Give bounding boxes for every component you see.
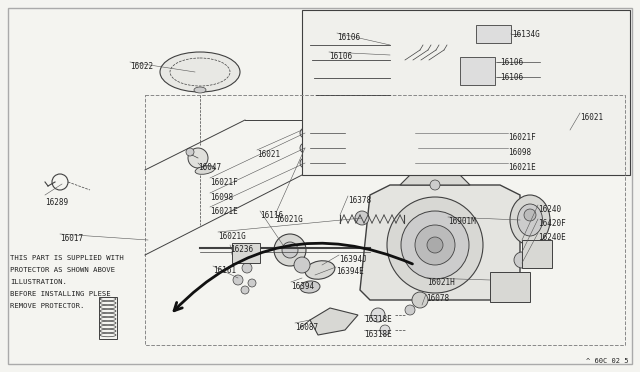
Bar xyxy=(460,57,495,85)
Text: 16901M: 16901M xyxy=(448,217,476,226)
Circle shape xyxy=(248,279,256,287)
Circle shape xyxy=(294,257,310,273)
Text: PROTECTOR AS SHOWN ABOVE: PROTECTOR AS SHOWN ABOVE xyxy=(10,267,115,273)
Text: 16078: 16078 xyxy=(426,294,449,303)
Text: 16017: 16017 xyxy=(60,234,83,243)
Bar xyxy=(476,25,511,43)
Text: 16021F: 16021F xyxy=(508,133,536,142)
Circle shape xyxy=(300,128,310,138)
Text: 16106: 16106 xyxy=(337,33,360,42)
Ellipse shape xyxy=(425,67,435,83)
Circle shape xyxy=(387,197,483,293)
Circle shape xyxy=(524,209,536,221)
Circle shape xyxy=(249,253,259,263)
Text: 16161: 16161 xyxy=(213,266,236,275)
Circle shape xyxy=(427,237,443,253)
Ellipse shape xyxy=(518,204,543,236)
Circle shape xyxy=(390,158,400,168)
Circle shape xyxy=(390,128,400,138)
Text: 16021G: 16021G xyxy=(218,232,246,241)
Circle shape xyxy=(430,180,440,190)
Text: 16236: 16236 xyxy=(230,245,253,254)
Ellipse shape xyxy=(388,57,402,73)
Text: 16394J: 16394J xyxy=(339,255,367,264)
Text: 16318E: 16318E xyxy=(364,330,392,339)
Ellipse shape xyxy=(510,195,550,245)
Text: 16106: 16106 xyxy=(329,52,352,61)
Polygon shape xyxy=(400,175,470,185)
Text: ^ 60C 02 5: ^ 60C 02 5 xyxy=(586,358,628,364)
Circle shape xyxy=(188,148,208,168)
Ellipse shape xyxy=(305,261,335,279)
Text: 16021: 16021 xyxy=(580,113,603,122)
Text: 16047: 16047 xyxy=(198,163,221,172)
Circle shape xyxy=(186,148,194,156)
Circle shape xyxy=(300,143,310,153)
Text: 16087: 16087 xyxy=(295,323,318,332)
Text: 16021E: 16021E xyxy=(508,163,536,172)
Text: 16022: 16022 xyxy=(130,62,153,71)
Circle shape xyxy=(371,308,385,322)
Polygon shape xyxy=(310,308,358,335)
Bar xyxy=(302,10,630,175)
Circle shape xyxy=(514,252,530,268)
Text: 16134G: 16134G xyxy=(512,30,540,39)
Text: 16378: 16378 xyxy=(348,196,371,205)
Circle shape xyxy=(520,26,536,42)
Bar xyxy=(490,272,530,302)
Text: 16240: 16240 xyxy=(538,205,561,214)
Circle shape xyxy=(233,275,243,285)
Text: 16098: 16098 xyxy=(508,148,531,157)
Ellipse shape xyxy=(160,52,240,92)
Text: 16106: 16106 xyxy=(500,58,523,67)
Circle shape xyxy=(415,225,455,265)
Text: ILLUSTRATION.: ILLUSTRATION. xyxy=(10,279,67,285)
Ellipse shape xyxy=(400,65,420,94)
Circle shape xyxy=(232,247,244,259)
Circle shape xyxy=(300,158,310,168)
Circle shape xyxy=(274,234,306,266)
Circle shape xyxy=(412,292,428,308)
Text: 16394: 16394 xyxy=(291,282,314,291)
Text: BEFORE INSTALLING PLESE: BEFORE INSTALLING PLESE xyxy=(10,291,111,297)
Text: 16098: 16098 xyxy=(210,193,233,202)
Text: 16021F: 16021F xyxy=(210,178,237,187)
Ellipse shape xyxy=(300,281,320,293)
Circle shape xyxy=(282,242,298,258)
Circle shape xyxy=(502,276,514,288)
Text: 16116: 16116 xyxy=(260,211,283,220)
Text: 16021H: 16021H xyxy=(427,278,455,287)
Text: REMOVE PROTECTOR.: REMOVE PROTECTOR. xyxy=(10,303,84,309)
Bar xyxy=(99,297,117,339)
Text: THIS PART IS SUPPLIED WITH: THIS PART IS SUPPLIED WITH xyxy=(10,255,124,261)
Ellipse shape xyxy=(195,166,215,174)
Bar xyxy=(145,95,625,345)
Text: 16240E: 16240E xyxy=(538,233,566,242)
Text: 16289: 16289 xyxy=(45,198,68,207)
Text: 16420F: 16420F xyxy=(538,219,566,228)
Text: 16394E: 16394E xyxy=(336,267,364,276)
Circle shape xyxy=(242,263,252,273)
Text: 16021E: 16021E xyxy=(210,207,237,216)
Circle shape xyxy=(401,211,469,279)
Circle shape xyxy=(241,286,249,294)
Bar xyxy=(522,240,552,268)
Circle shape xyxy=(390,143,400,153)
Circle shape xyxy=(405,305,415,315)
Text: 16106: 16106 xyxy=(500,73,523,82)
Ellipse shape xyxy=(194,87,206,93)
Polygon shape xyxy=(360,185,520,300)
Bar xyxy=(232,243,260,263)
Circle shape xyxy=(355,211,369,225)
Text: 16021G: 16021G xyxy=(275,215,303,224)
Circle shape xyxy=(380,325,390,335)
Text: 16021: 16021 xyxy=(257,150,280,159)
Text: 16318E: 16318E xyxy=(364,315,392,324)
